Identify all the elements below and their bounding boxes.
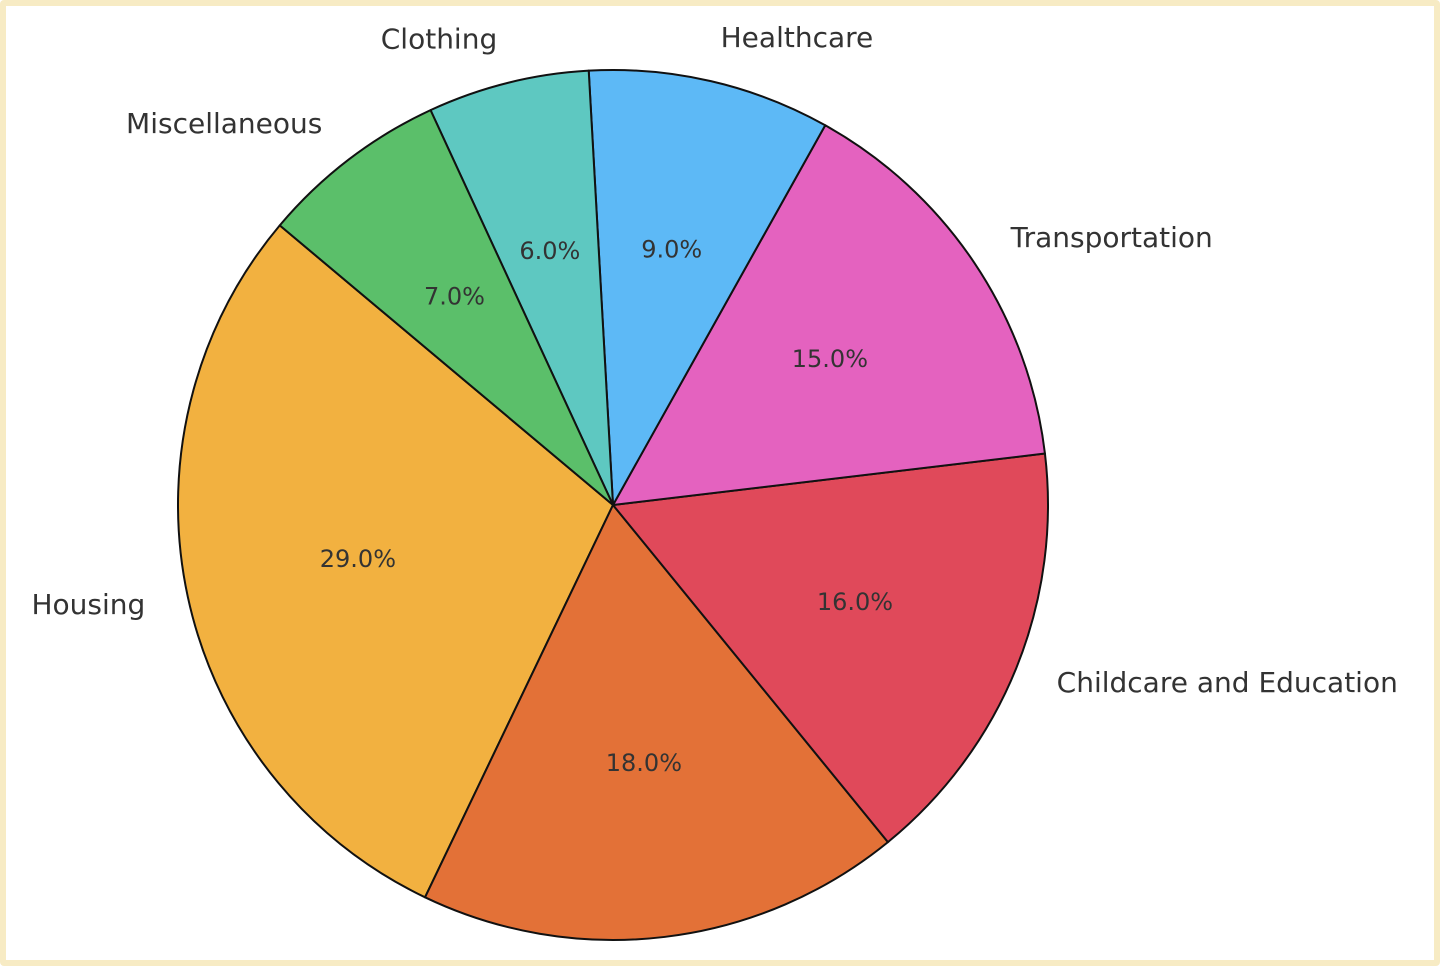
slice-percent: 9.0% (641, 236, 702, 264)
slice (424, 504, 889, 941)
slice-percent: 15.0% (792, 345, 868, 373)
slice (612, 452, 1049, 844)
slice-percent: 18.0% (606, 749, 682, 777)
slice-label: Healthcare (721, 21, 874, 54)
slice (429, 69, 614, 506)
slice-percent: 6.0% (519, 237, 580, 265)
slice (612, 124, 1046, 506)
slice (587, 69, 827, 506)
slice-percent: 7.0% (424, 283, 485, 311)
slice-label: Transportation (1010, 221, 1213, 254)
slice-label: Childcare and Education (1057, 666, 1398, 699)
slice-percent: 16.0% (817, 588, 893, 616)
slice-label: Housing (31, 588, 145, 621)
slice-label: Miscellaneous (126, 107, 322, 140)
slice (278, 109, 614, 506)
slice-percent: 29.0% (320, 545, 396, 573)
slice-label: Clothing (381, 23, 497, 56)
slice (177, 224, 614, 899)
